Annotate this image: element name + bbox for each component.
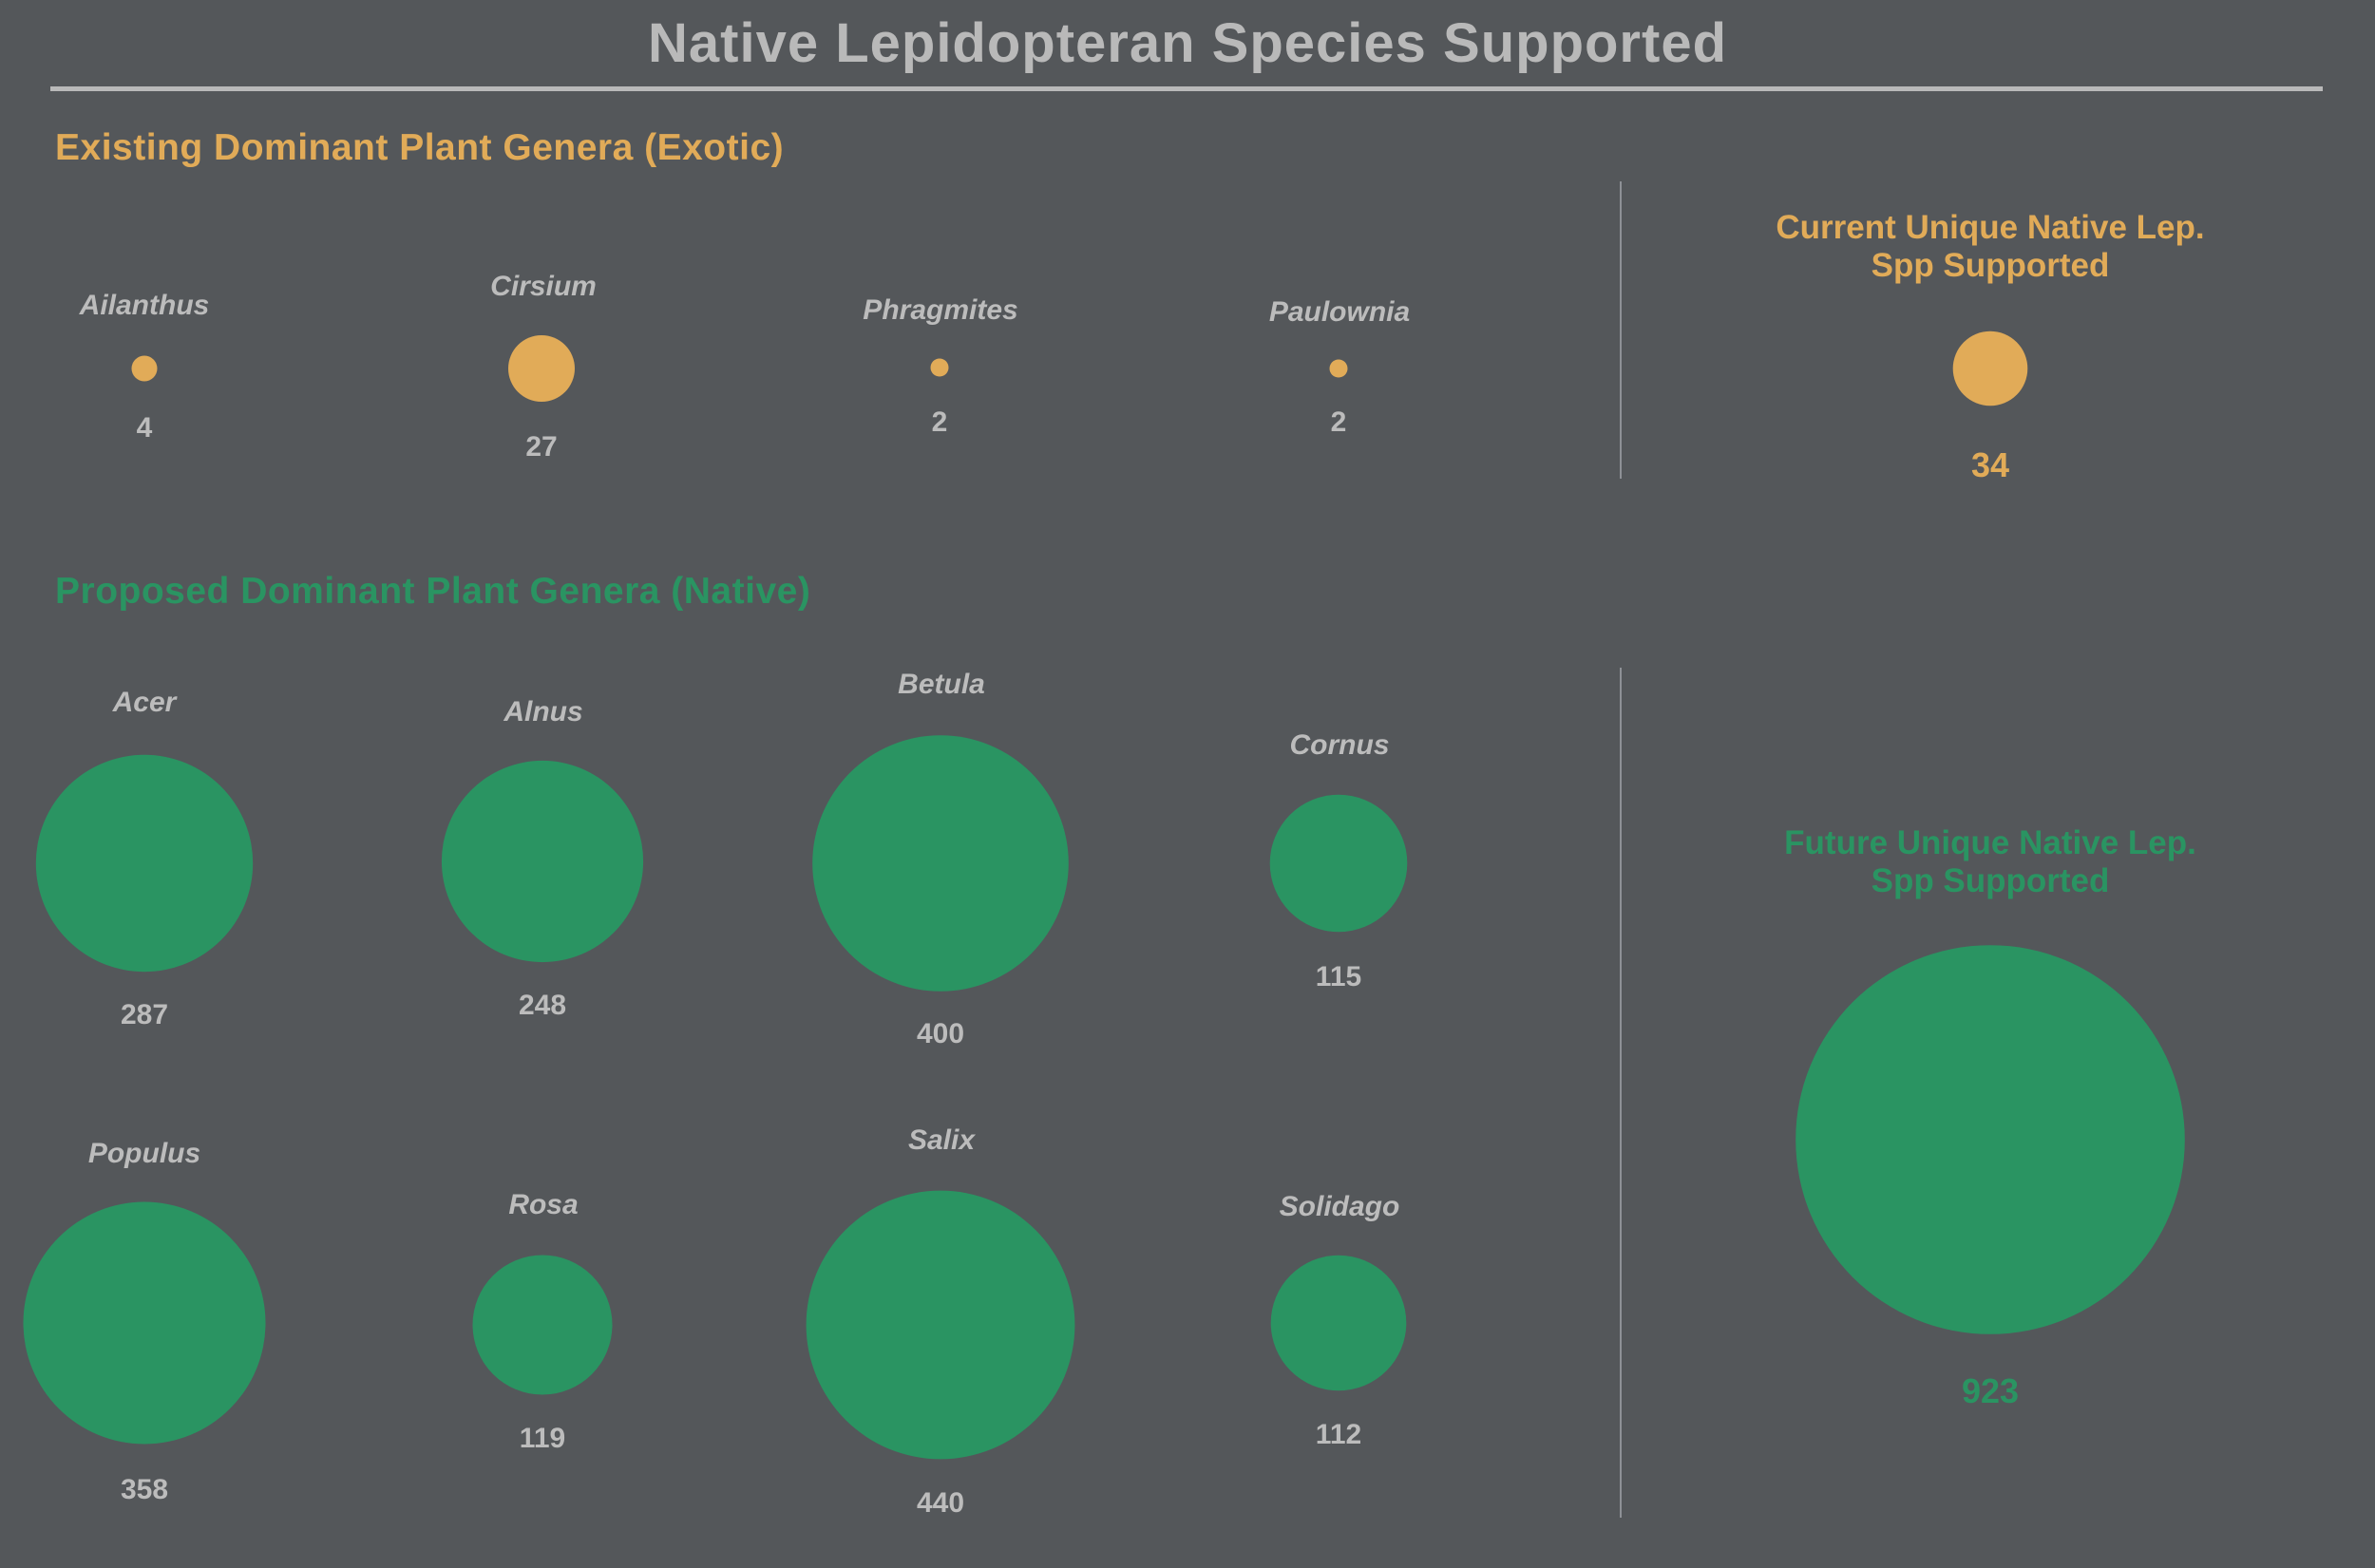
genus-value-cornus: 115 <box>1315 961 1362 992</box>
bubble-ailanthus <box>131 355 158 382</box>
bubble-populus <box>23 1201 266 1445</box>
current-total-heading-line1: Current Unique Native Lep. <box>1776 209 2205 246</box>
genus-value-alnus: 248 <box>518 990 567 1021</box>
genus-value-cirsium: 27 <box>525 431 558 463</box>
genus-label-alnus: Alnus <box>504 696 583 727</box>
genus-label-salix: Salix <box>907 1124 976 1156</box>
genus-label-acer: Acer <box>112 687 177 718</box>
bubble-betula <box>812 735 1069 992</box>
current-total-heading: Current Unique Native Lep. Spp Supported <box>1610 209 2370 285</box>
genus-label-cornus: Cornus <box>1289 729 1390 761</box>
genus-value-ailanthus: 4 <box>136 412 153 444</box>
genus-label-ailanthus: Ailanthus <box>79 290 210 321</box>
bubble-salix <box>806 1190 1075 1460</box>
bubble-acer <box>35 754 254 973</box>
genus-value-paulownia: 2 <box>1330 406 1347 438</box>
bubble-cirsium <box>508 335 575 402</box>
genus-label-betula: Betula <box>898 669 985 700</box>
bubble-phragmites <box>930 358 949 377</box>
bubble-cornus <box>1269 794 1408 933</box>
future-total-heading-line2: Spp Supported <box>1871 862 2110 899</box>
title-rule <box>50 86 2323 91</box>
future-total-heading: Future Unique Native Lep. Spp Supported <box>1610 824 2370 900</box>
bubble-total-exotic <box>1952 331 2028 406</box>
genus-value-populus: 358 <box>120 1474 169 1505</box>
current-total-heading-line2: Spp Supported <box>1871 247 2110 284</box>
bubble-solidago <box>1270 1255 1407 1391</box>
bubble-paulownia <box>1329 359 1348 378</box>
native-divider <box>1620 668 1622 1518</box>
genus-label-paulownia: Paulownia <box>1268 296 1411 328</box>
genus-value-salix: 440 <box>916 1487 965 1519</box>
native-section-heading: Proposed Dominant Plant Genera (Native) <box>55 571 811 612</box>
current-total-value: 34 <box>1970 445 2010 484</box>
page-title: Native Lepidopteran Species Supported <box>648 12 1727 74</box>
genus-label-populus: Populus <box>87 1138 201 1169</box>
genus-value-acer: 287 <box>120 999 169 1030</box>
bubble-alnus <box>441 760 644 963</box>
genus-label-cirsium: Cirsium <box>490 271 597 302</box>
genus-label-phragmites: Phragmites <box>863 294 1018 326</box>
genus-value-rosa: 119 <box>519 1423 566 1454</box>
genus-value-betula: 400 <box>916 1018 965 1049</box>
future-total-value: 923 <box>1961 1371 2020 1410</box>
genus-label-solidago: Solidago <box>1279 1191 1400 1222</box>
exotic-divider <box>1620 181 1622 479</box>
genus-value-phragmites: 2 <box>931 406 948 438</box>
future-total-heading-line1: Future Unique Native Lep. <box>1784 824 2196 861</box>
genus-label-rosa: Rosa <box>508 1189 579 1220</box>
exotic-section-heading: Existing Dominant Plant Genera (Exotic) <box>55 127 785 168</box>
genus-value-solidago: 112 <box>1315 1419 1362 1450</box>
bubble-rosa <box>472 1255 613 1395</box>
bubble-total-native <box>1796 945 2185 1334</box>
